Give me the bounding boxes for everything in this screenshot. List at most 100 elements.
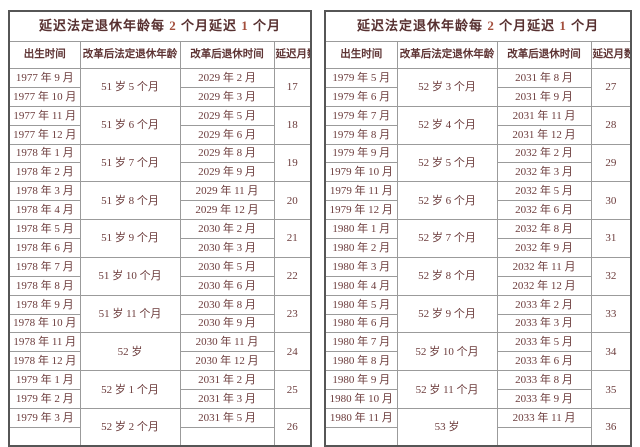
birth-date-cell: 1977 年 12 月 [8, 124, 81, 145]
title-text: 个月 [248, 18, 282, 34]
birth-date-cell: 1979 年 1 月 [8, 370, 81, 391]
retirement-date-cell: 2032 年 2 月 [496, 143, 592, 164]
retirement-date-cell: 2030 年 9 月 [179, 313, 275, 334]
retirement-age-cell: 52 岁 11 个月 [396, 370, 498, 410]
table-row: 1978 年 8 月 2030 年 6 月 [8, 275, 311, 296]
column-header-row: 出生时间 改革后法定退休年龄 改革后退休时间 延迟月数 [8, 41, 312, 69]
table-title-row: 延迟法定退休年龄每 2 个月延迟 1 个月 [8, 10, 312, 42]
retirement-date-cell: 2030 年 3 月 [179, 238, 275, 258]
retirement-age-cell: 52 岁 5 个月 [396, 143, 498, 183]
birth-date-cell: 1979 年 6 月 [324, 86, 398, 107]
table-row: 1980 年 4 月 2032 年 12 月 [324, 275, 631, 296]
table-row: 1978 年 3 月 51 岁 8 个月 2029 年 11 月 20 [8, 181, 312, 221]
title-text: 个月延迟 [494, 18, 560, 34]
retirement-date-cell: 2030 年 5 月 [179, 256, 275, 277]
birth-date-cell: 1980 年 9 月 [324, 370, 398, 391]
column-header-statutory-retirement-age: 改革后法定退休年龄 [79, 41, 181, 69]
birth-date-cell: 1978 年 3 月 [8, 181, 81, 202]
birth-date-cell: 1978 年 2 月 [8, 162, 81, 183]
birth-date-cell: 1980 年 11 月 [324, 408, 398, 428]
birth-date-cell: 1979 年 2 月 [8, 389, 81, 410]
table-row: 1980 年 6 月 2033 年 3 月 [324, 313, 631, 334]
birth-date-cell: 1978 年 10 月 [8, 313, 81, 334]
column-header-delay-months: 延迟月数 [590, 41, 632, 69]
retirement-age-cell: 52 岁 10 个月 [396, 332, 498, 372]
retirement-age-cell: 52 岁 [79, 332, 181, 372]
title-text: 延迟法定退休年龄每 [357, 18, 488, 34]
retirement-date-cell: 2031 年 3 月 [179, 389, 275, 410]
retirement-date-cell: 2032 年 9 月 [496, 238, 592, 258]
retirement-date-cell: 2033 年 5 月 [496, 332, 592, 353]
birth-date-cell: 1980 年 10 月 [324, 389, 398, 410]
birth-date-cell: 1980 年 8 月 [324, 351, 398, 372]
retirement-date-cell: 2031 年 12 月 [496, 124, 592, 145]
table-row: 1980 年 11 月 53 岁 2033 年 11 月 36 [324, 408, 632, 447]
title-text: 个月 [566, 18, 600, 34]
table-row: 1980 年 7 月 52 岁 10 个月 2033 年 5 月 34 [324, 332, 632, 372]
retirement-date-cell: 2030 年 2 月 [179, 219, 275, 240]
birth-date-cell: 1979 年 8 月 [324, 124, 398, 145]
table-row: 1978 年 5 月 51 岁 9 个月 2030 年 2 月 21 [8, 219, 312, 258]
delay-months-cell: 35 [590, 370, 632, 410]
birth-date-cell: 1978 年 12 月 [8, 351, 81, 372]
table-row: 1980 年 8 月 2033 年 6 月 [324, 351, 631, 372]
table-row: 1978 年 7 月 51 岁 10 个月 2030 年 5 月 22 [8, 256, 312, 296]
birth-date-cell: 1979 年 3 月 [8, 408, 81, 428]
column-header-statutory-retirement-age: 改革后法定退休年龄 [396, 41, 498, 69]
birth-date-cell: 1977 年 11 月 [8, 105, 81, 126]
retirement-age-cell: 53 岁 [396, 408, 498, 447]
title-text: 个月延迟 [176, 18, 242, 34]
retirement-date-cell: 2029 年 8 月 [179, 143, 275, 164]
table-row: 1978 年 9 月 51 岁 11 个月 2030 年 8 月 23 [8, 294, 312, 334]
table-row: 1980 年 2 月 2032 年 9 月 [324, 238, 631, 258]
table-row: 1978 年 10 月 2030 年 9 月 [8, 313, 311, 334]
birth-date-cell: 1977 年 10 月 [8, 86, 81, 107]
retirement-date-cell: 2032 年 6 月 [496, 200, 592, 221]
delay-months-cell: 28 [590, 105, 632, 145]
birth-date-cell: 1978 年 7 月 [8, 256, 81, 277]
table-row: 1980 年 10 月 2033 年 9 月 [324, 389, 631, 410]
birth-date-cell: 1980 年 4 月 [324, 275, 398, 296]
table-row: 1980 年 1 月 52 岁 7 个月 2032 年 8 月 31 [324, 219, 632, 258]
table-title: 延迟法定退休年龄每 2 个月延迟 1 个月 [324, 10, 632, 42]
delay-months-cell: 19 [273, 143, 312, 183]
retirement-date-cell: 2031 年 2 月 [179, 370, 275, 391]
table-row: 1979 年 3 月 52 岁 2 个月 2031 年 5 月 26 [8, 408, 312, 447]
retirement-date-cell: 2029 年 9 月 [179, 162, 275, 183]
table-row: 1977 年 9 月 51 岁 5 个月 2029 年 2 月 17 [8, 68, 312, 107]
retirement-date-cell: 2030 年 11 月 [179, 332, 275, 353]
delay-months-cell: 27 [590, 68, 632, 107]
delay-months-cell: 31 [590, 219, 632, 258]
retirement-date-cell: 2033 年 11 月 [496, 408, 592, 428]
retirement-date-cell [179, 426, 275, 447]
birth-date-cell: 1979 年 12 月 [324, 200, 398, 221]
retirement-table-right: 延迟法定退休年龄每 2 个月延迟 1 个月 出生时间 改革后法定退休年龄 改革后… [324, 10, 633, 447]
delay-months-cell: 22 [273, 256, 312, 296]
retirement-date-cell: 2030 年 12 月 [179, 351, 275, 372]
retirement-age-cell: 52 岁 6 个月 [396, 181, 498, 221]
column-header-birth-date: 出生时间 [8, 41, 81, 69]
retirement-date-cell: 2029 年 11 月 [179, 181, 275, 202]
retirement-date-cell: 2032 年 5 月 [496, 181, 592, 202]
table-row: 1978 年 12 月 2030 年 12 月 [8, 351, 311, 372]
birth-date-cell: 1979 年 5 月 [324, 68, 398, 88]
table-row: 1979 年 11 月 52 岁 6 个月 2032 年 5 月 30 [324, 181, 632, 221]
retirement-age-cell: 52 岁 4 个月 [396, 105, 498, 145]
title-accent-number: 1 [559, 18, 567, 34]
retirement-date-cell: 2032 年 12 月 [496, 275, 592, 296]
column-header-retirement-date: 改革后退休时间 [496, 41, 592, 69]
birth-date-cell: 1978 年 11 月 [8, 332, 81, 353]
birth-date-cell: 1980 年 7 月 [324, 332, 398, 353]
delay-months-cell: 30 [590, 181, 632, 221]
retirement-age-cell: 52 岁 9 个月 [396, 294, 498, 334]
birth-date-cell [8, 426, 81, 447]
birth-date-cell: 1979 年 9 月 [324, 143, 398, 164]
birth-date-cell: 1980 年 3 月 [324, 256, 398, 277]
title-accent-number: 2 [487, 18, 495, 34]
retirement-date-cell: 2029 年 2 月 [179, 68, 275, 88]
retirement-date-cell: 2033 年 8 月 [496, 370, 592, 391]
retirement-date-cell: 2029 年 5 月 [179, 105, 275, 126]
delay-months-cell: 18 [273, 105, 312, 145]
retirement-date-cell: 2031 年 5 月 [179, 408, 275, 428]
retirement-age-cell: 51 岁 5 个月 [79, 68, 181, 107]
